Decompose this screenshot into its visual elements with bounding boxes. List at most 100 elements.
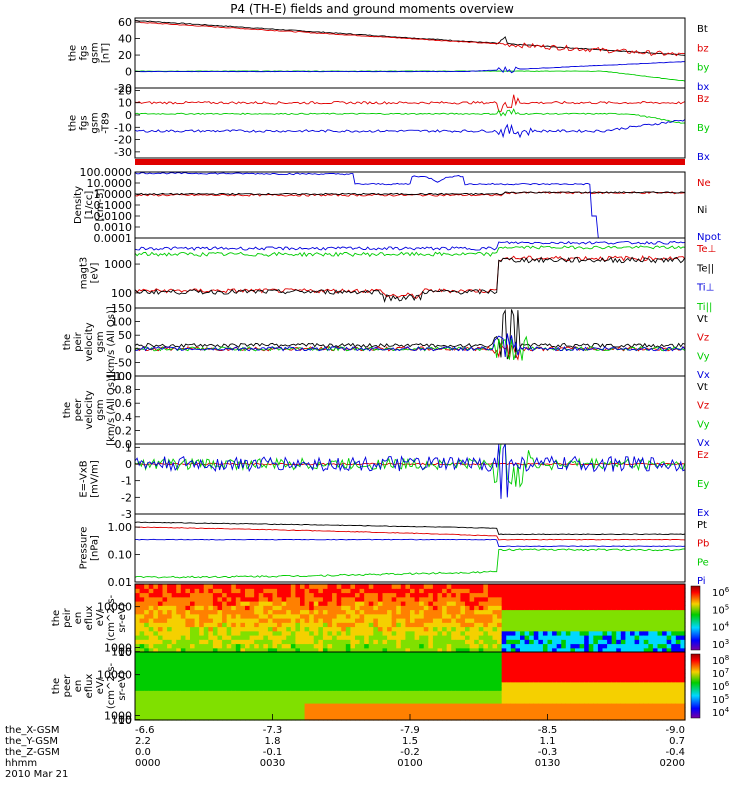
heatmap-cell [533,635,539,640]
heatmap-cell [451,664,457,670]
heatmap-cell [391,596,397,602]
heatmap-cell [597,609,604,615]
heatmap-cell [506,656,512,662]
heatmap-cell [524,605,530,611]
heatmap-cell [240,686,246,691]
heatmap-cell [597,639,604,645]
heatmap-cell [607,592,613,598]
heatmap-cell [171,584,177,589]
heatmap-cell [162,584,168,589]
heatmap-cell [267,711,274,717]
heatmap-cell [611,647,617,653]
heatmap-cell [666,618,672,623]
heatmap-cell [474,596,480,602]
heatmap-cell [419,707,425,713]
heatmap-cell [620,622,627,628]
heatmap-cell [222,639,228,645]
heatmap-cell [639,609,645,615]
heatmap-cell [556,681,562,687]
heatmap-cell [483,694,489,700]
heatmap-cell [639,652,645,657]
heatmap-cell [203,618,209,623]
heatmap-cell [552,652,558,657]
heatmap-cell [231,605,237,611]
heatmap-cell [350,715,356,721]
heatmap-cell [483,601,489,606]
heatmap-cell [556,707,562,713]
heatmap-cell [245,698,251,704]
heatmap-cell [520,605,526,611]
heatmap-cell [359,618,365,623]
heatmap-cell [203,711,209,717]
heatmap-cell [327,635,333,640]
heatmap-cell [162,643,168,649]
heatmap-cell [625,677,631,683]
heatmap-cell [391,707,397,713]
heatmap-cell [515,715,521,721]
y-tick-label: 100 [111,316,132,329]
heatmap-cell [295,673,301,679]
heatmap-cell [212,656,219,662]
heatmap-cell [249,673,255,679]
heatmap-cell [520,613,526,619]
heatmap-cell [332,711,338,717]
heatmap-cell [387,686,393,691]
heatmap-cell [579,656,585,662]
heatmap-cell [547,596,553,602]
heatmap-cell [199,673,205,679]
heatmap-cell [235,643,242,649]
heatmap-cell [144,703,150,708]
heatmap-cell [240,656,246,662]
y-axis-label: peir [62,607,73,627]
heatmap-cell [162,669,168,674]
heatmap-cell [492,588,498,594]
heatmap-cell [382,673,388,679]
heatmap-cell [542,652,549,657]
heatmap-cell [451,588,457,594]
heatmap-cell [533,681,539,687]
heatmap-cell [666,694,672,700]
heatmap-cell [611,635,617,640]
heatmap-cell [648,715,654,721]
heatmap-cell [478,707,484,713]
heatmap-cell [267,656,274,662]
heatmap-cell [139,664,145,670]
heatmap-cell [313,656,319,662]
heatmap-cell [290,601,297,606]
heatmap-cell [515,584,521,589]
heatmap-cell [465,635,471,640]
heatmap-cell [515,711,521,717]
x-row-label: the_Y-GSM [5,736,58,747]
heatmap-cell [327,715,333,721]
heatmap-cell [176,635,182,640]
heatmap-cell [588,669,594,674]
heatmap-cell [336,622,342,628]
heatmap-cell [139,673,145,679]
heatmap-cell [157,652,164,657]
heatmap-cell [153,630,159,636]
heatmap-cell [139,690,145,696]
heatmap-cell [304,707,310,713]
heatmap-cell [552,660,558,666]
heatmap-cell [327,694,333,700]
heatmap-cell [478,635,484,640]
heatmap-cell [442,664,448,670]
heatmap-cell [465,660,471,666]
heatmap-cell [235,584,242,589]
heatmap-cell [469,596,475,602]
heatmap-cell [318,635,324,640]
heatmap-cell [520,618,526,623]
heatmap-cell [419,677,425,683]
heatmap-cell [639,681,645,687]
heatmap-cell [144,613,150,619]
heatmap-cell [350,626,356,632]
heatmap-cell [620,656,627,662]
heatmap-cell [423,601,429,606]
heatmap-cell [524,694,530,700]
heatmap-cell [414,643,420,649]
heatmap-cell [167,609,173,615]
heatmap-cell [199,686,205,691]
heatmap-cell [497,622,503,628]
heatmap-cell [419,626,425,632]
heatmap-cell [419,618,425,623]
